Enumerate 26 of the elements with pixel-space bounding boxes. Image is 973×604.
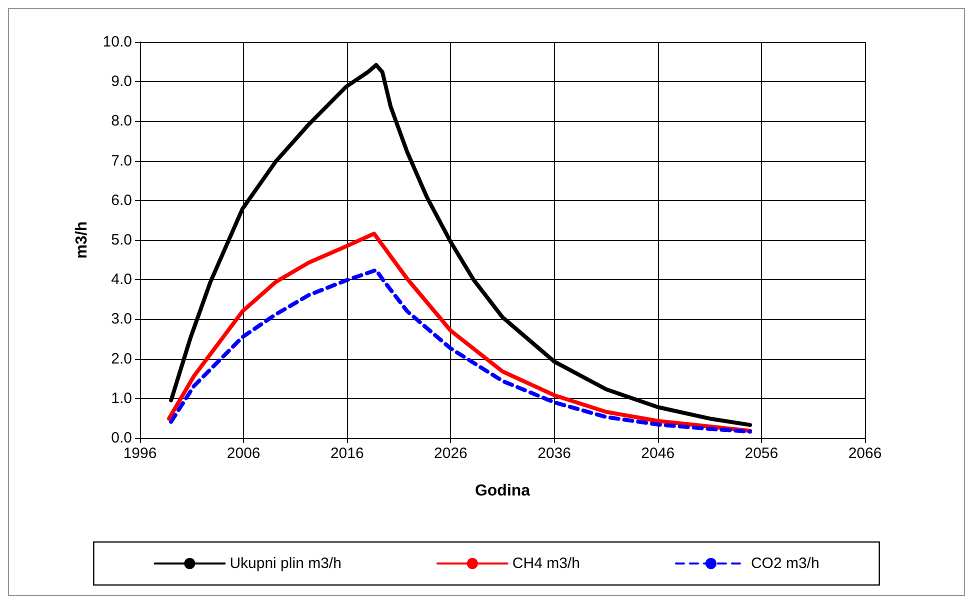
legend-label: CO2 m3/h [750, 555, 820, 572]
x-tick-label: 1996 [123, 445, 157, 462]
line-series [169, 268, 752, 434]
y-tick-label: 1.0 [111, 390, 132, 407]
y-tick-label: 8.0 [111, 112, 132, 130]
x-axis-title: Godina [474, 482, 530, 500]
legend-label: CH4 m3/h [512, 555, 580, 572]
y-tick-label: 10.0 [102, 34, 132, 50]
y-tick-label: 4.0 [111, 271, 132, 288]
y-tick-label: 9.0 [111, 73, 132, 90]
y-tick-label: 3.0 [111, 310, 132, 328]
x-tick-label: 2056 [744, 445, 778, 462]
x-tick-label: 2006 [226, 445, 260, 462]
x-tick-label: 2036 [538, 445, 571, 462]
y-tick-label: 2.0 [111, 350, 132, 368]
legend-label: Ukupni plin m3/h [230, 555, 342, 572]
x-tick-label: 2026 [434, 445, 468, 462]
y-axis-title: m3/h [74, 221, 90, 259]
line-series [167, 232, 752, 433]
x-tick-label: 2046 [641, 445, 675, 462]
x-tick-label: 2066 [848, 445, 882, 462]
y-tick-label: 6.0 [111, 192, 132, 209]
y-tick-label: 0.0 [111, 430, 132, 446]
x-tick-label: 2016 [330, 445, 364, 462]
y-tick-label: 7.0 [111, 152, 132, 170]
y-tick-label: 5.0 [111, 232, 132, 248]
